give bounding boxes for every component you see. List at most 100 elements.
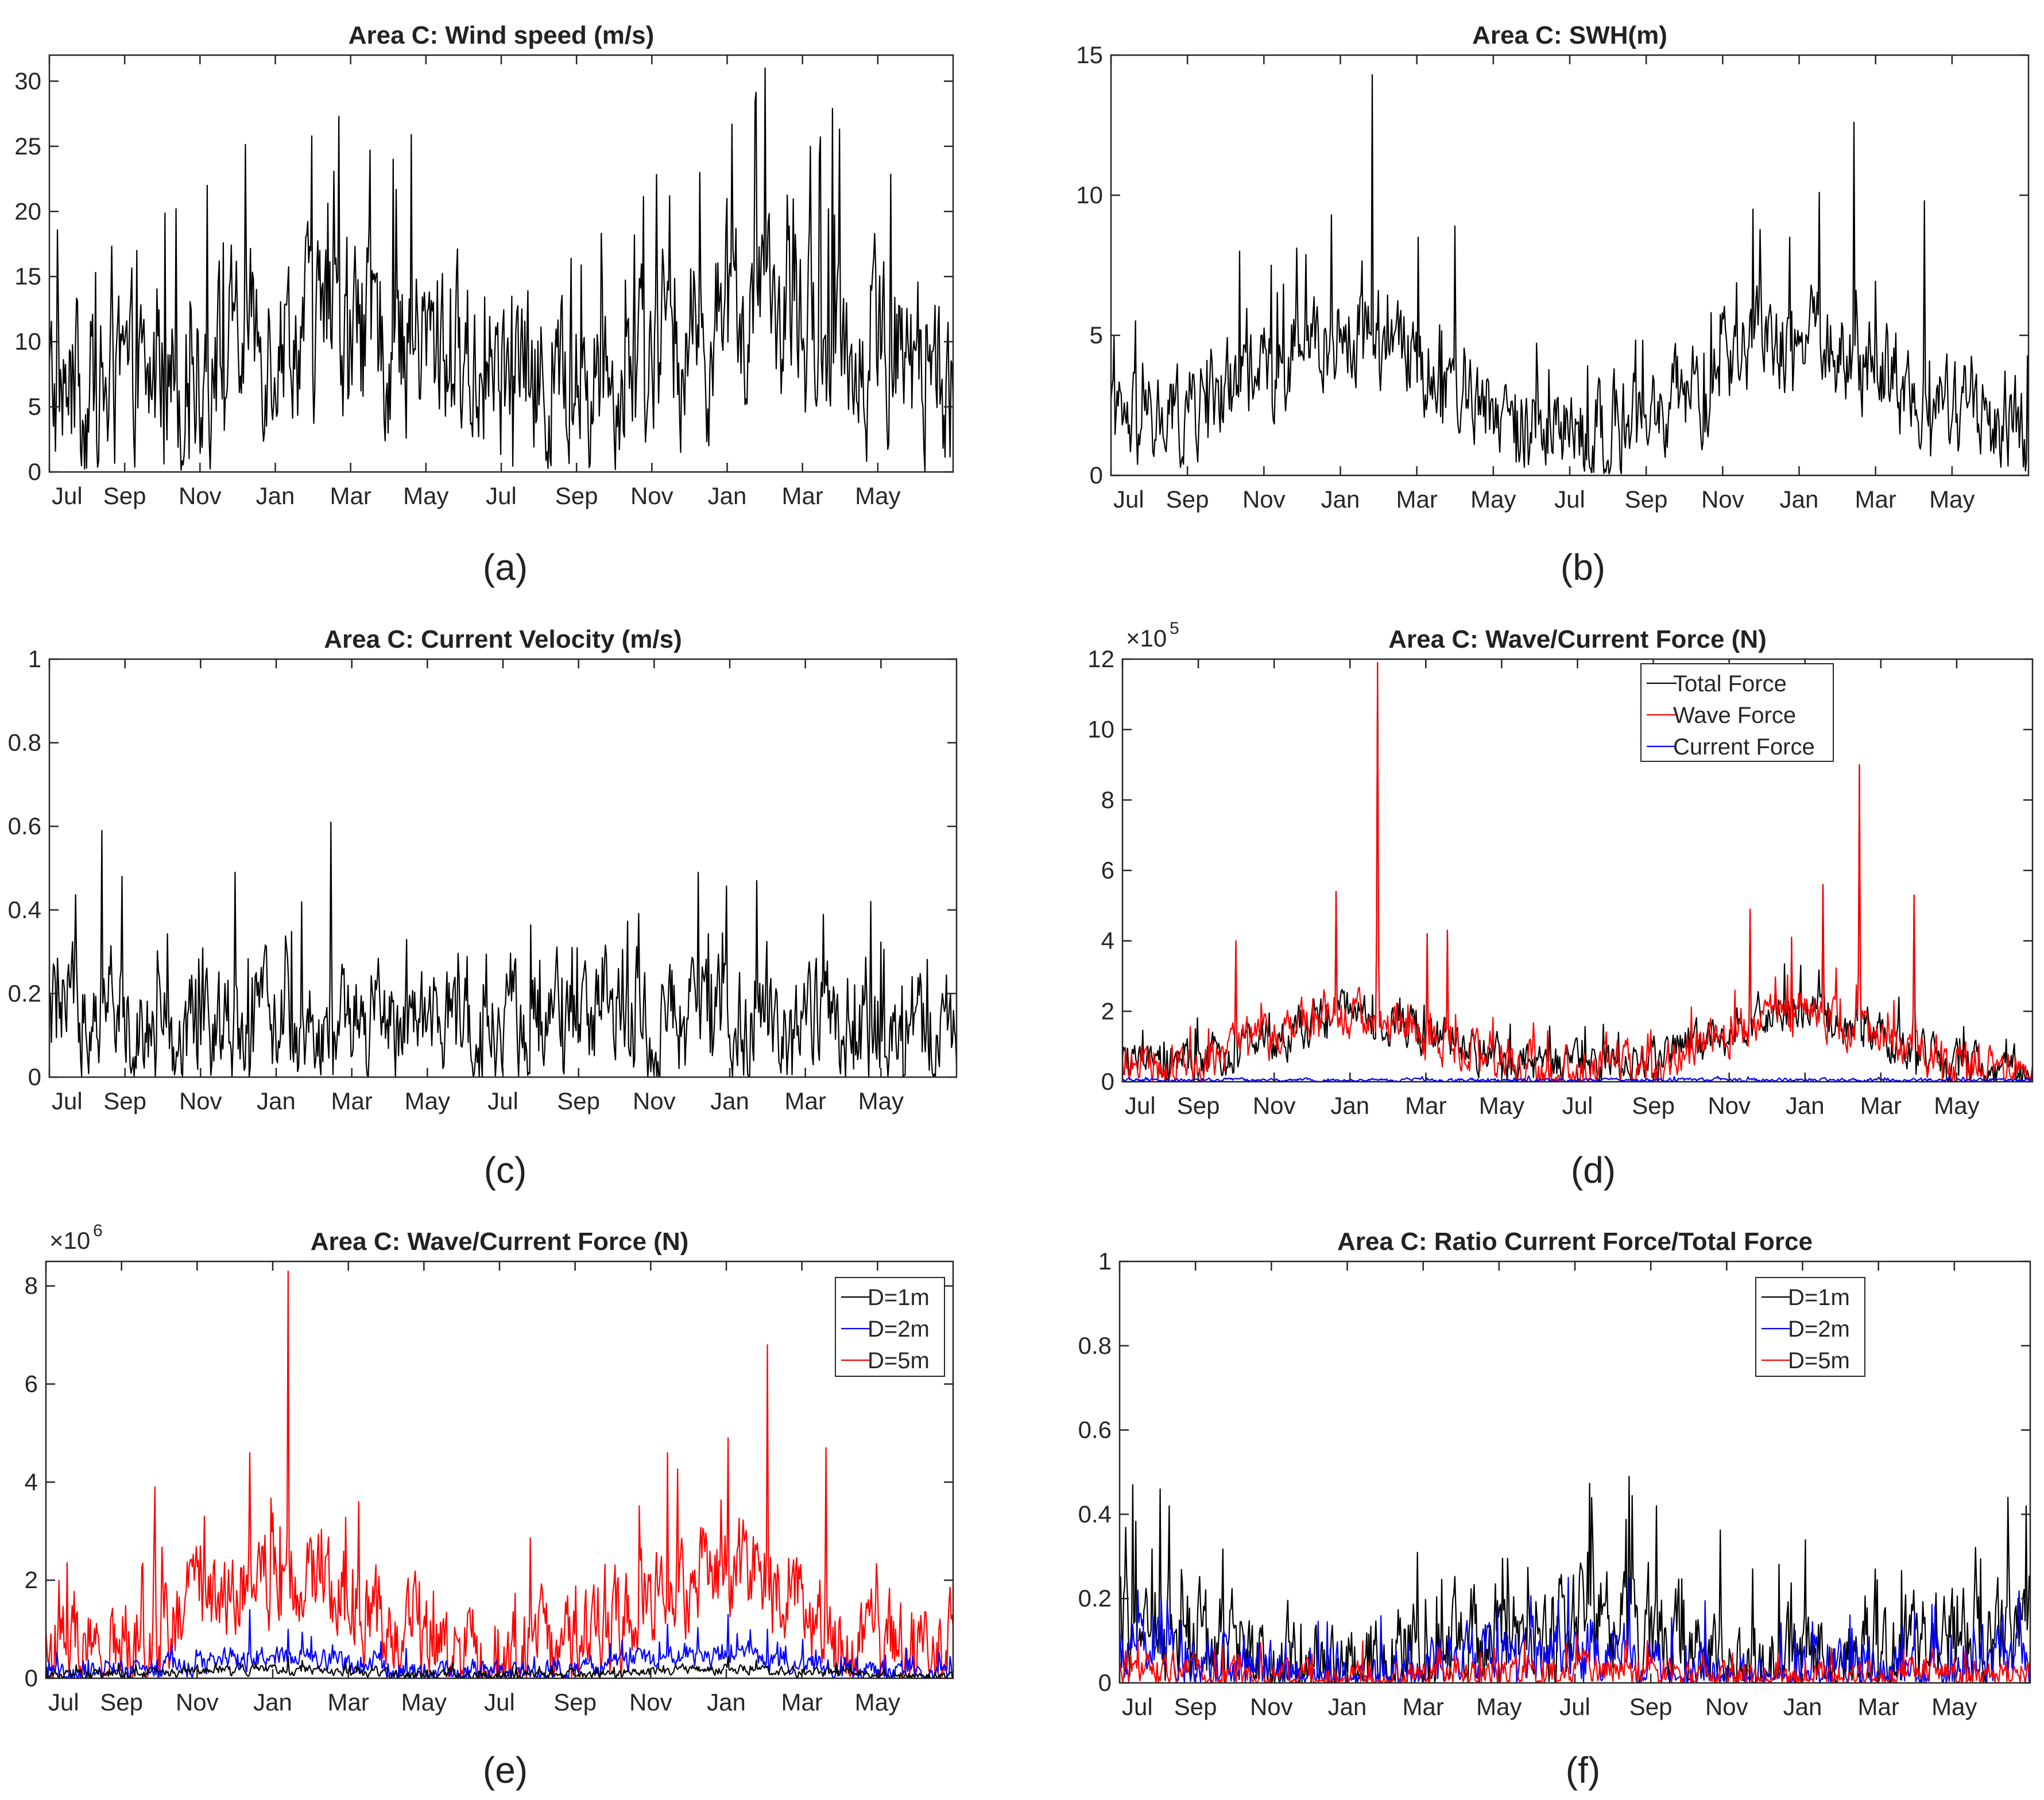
- y-tick-label: 5: [1090, 322, 1103, 349]
- x-tick-label: Jul: [1554, 486, 1585, 513]
- x-tick-label: Jul: [487, 1087, 518, 1114]
- x-tick-label: Jul: [1559, 1693, 1590, 1720]
- x-tick-label: May: [858, 1087, 904, 1114]
- x-tick-label: Jan: [1780, 486, 1819, 513]
- x-tick-label: Jan: [1321, 486, 1360, 513]
- y-tick-label: 0.6: [8, 812, 41, 839]
- series-line-swh: [1110, 74, 2030, 475]
- y-tick-label: 8: [25, 1272, 38, 1299]
- x-tick-label: Nov: [633, 1087, 676, 1114]
- chart-title: Area C: Current Velocity (m/s): [324, 625, 682, 653]
- x-tick-label: Jan: [1330, 1092, 1369, 1119]
- x-tick-label: Jan: [710, 1087, 749, 1114]
- y-tick-label: 20: [14, 198, 41, 224]
- x-tick-label: Jan: [1328, 1693, 1367, 1720]
- x-tick-label: May: [403, 482, 448, 509]
- x-tick-label: Jul: [48, 1689, 79, 1716]
- series-line-current-velocity: [48, 821, 958, 1078]
- panel-c: 0 0.2 0.4 0.6 0.8 1 Jul Sep Nov Jan Mar May Jul Sep No…: [8, 625, 958, 1191]
- x-tick-label: May: [401, 1689, 447, 1716]
- y-tick-label: 0: [1090, 462, 1103, 489]
- x-tick-label: Mar: [781, 482, 823, 509]
- y-tick-label: 12: [1087, 645, 1114, 672]
- y-tick-label: 5: [28, 393, 41, 420]
- legend-entry: Wave Force: [1673, 703, 1796, 728]
- y-tick-label: 6: [1101, 857, 1114, 884]
- y-tick-label: 0: [28, 1063, 41, 1090]
- x-tick-label: Jul: [486, 482, 517, 509]
- y-tick-label: 25: [14, 133, 41, 160]
- x-tick-label: Mar: [331, 1087, 372, 1114]
- y-tick-label: 10: [1087, 716, 1114, 743]
- y-tick-label: 0: [25, 1664, 38, 1691]
- y-tick-label: 2: [25, 1566, 38, 1593]
- x-tick-label: Sep: [1177, 1092, 1220, 1119]
- axis-exponent-power: 6: [93, 1221, 103, 1240]
- x-tick-label: Nov: [179, 1087, 222, 1114]
- panel-b: 0 5 10 15 Jul Sep Nov Jan Mar May Jul Sep Nov Jan Mar M…: [1076, 21, 2030, 588]
- x-tick-label: Jul: [52, 482, 83, 509]
- panel-d: 0 2 4 6 8 10 12 Jul Sep Nov Jan Mar May Jul Sep Nov Jan M…: [1087, 619, 2034, 1191]
- x-tick-label: Jan: [1783, 1693, 1822, 1720]
- plot-area: [1111, 55, 2028, 475]
- x-tick-label: Sep: [103, 1087, 146, 1114]
- y-tick-label: 10: [14, 328, 41, 355]
- x-tick-label: Mar: [1402, 1693, 1443, 1720]
- panel-label: (e): [483, 1749, 528, 1791]
- x-tick-label: Sep: [553, 1689, 597, 1716]
- x-tick-label: Nov: [179, 482, 222, 509]
- y-tick-label: 0.8: [8, 729, 41, 756]
- axis-exponent-power: 5: [1170, 619, 1179, 638]
- x-tick-label: Sep: [555, 482, 598, 509]
- x-tick-label: Jul: [1125, 1092, 1156, 1119]
- x-tick-label: Jul: [1562, 1092, 1593, 1119]
- x-tick-label: Jul: [52, 1087, 83, 1114]
- legend-entry: D=5m: [1788, 1348, 1850, 1373]
- chart-title: Area C: Wind speed (m/s): [349, 21, 655, 49]
- x-tick-label: Jan: [1786, 1092, 1825, 1119]
- x-tick-label: Mar: [1860, 1092, 1902, 1119]
- y-tick-label: 1: [1098, 1248, 1112, 1275]
- y-tick-label: 2: [1101, 997, 1114, 1024]
- x-tick-label: Sep: [100, 1689, 143, 1716]
- y-tick-label: 10: [1076, 181, 1103, 208]
- x-tick-label: Sep: [557, 1087, 600, 1114]
- chart-title: Area C: SWH(m): [1472, 21, 1667, 49]
- plot-area: [1122, 659, 2033, 1082]
- legend-entry: D=1m: [868, 1285, 930, 1310]
- panel-label: (c): [484, 1149, 527, 1191]
- series-line-wind-speed: [48, 67, 954, 472]
- panel-label: (d): [1571, 1149, 1616, 1191]
- y-tick-label: 1: [28, 645, 41, 672]
- x-tick-label: May: [1470, 486, 1516, 513]
- panel-label: (a): [483, 547, 528, 588]
- x-tick-label: Sep: [1166, 486, 1209, 513]
- legend-box: [1640, 663, 1834, 762]
- y-tick-label: 8: [1101, 786, 1114, 813]
- y-tick-label: 6: [25, 1371, 38, 1398]
- x-tick-label: Nov: [1253, 1092, 1296, 1119]
- chart-title: Area C: Ratio Current Force/Total Force: [1337, 1228, 1813, 1256]
- x-tick-label: Mar: [781, 1689, 822, 1716]
- panel-a: 0 5 10 15 20 25 30 Jul Sep Nov Jan Mar May Jul Sep Nov J…: [14, 21, 954, 588]
- x-tick-label: May: [1479, 1092, 1524, 1119]
- x-tick-label: Mar: [784, 1087, 826, 1114]
- panel-label: (f): [1566, 1749, 1600, 1791]
- series-line-d-2m: [1118, 1577, 2031, 1683]
- x-tick-label: Nov: [1705, 1693, 1748, 1720]
- y-tick-label: 0.4: [1078, 1500, 1112, 1527]
- legend-box: [1755, 1277, 1865, 1377]
- axis-exponent: ×10: [49, 1227, 90, 1254]
- panel-label: (b): [1561, 547, 1605, 588]
- plot-area: [1120, 1261, 2030, 1683]
- y-tick-label: 0.8: [1078, 1332, 1112, 1359]
- x-tick-label: Mar: [1405, 1092, 1446, 1119]
- y-tick-label: 0.4: [8, 896, 41, 923]
- y-tick-label: 0.2: [1078, 1585, 1112, 1612]
- x-tick-label: May: [1931, 1693, 1977, 1720]
- x-tick-label: Mar: [330, 482, 371, 509]
- x-tick-label: Jul: [484, 1689, 515, 1716]
- legend: D=1m D=2m D=5m: [835, 1277, 945, 1377]
- x-tick-label: May: [1476, 1693, 1522, 1720]
- legend-entry: Current Force: [1673, 734, 1815, 760]
